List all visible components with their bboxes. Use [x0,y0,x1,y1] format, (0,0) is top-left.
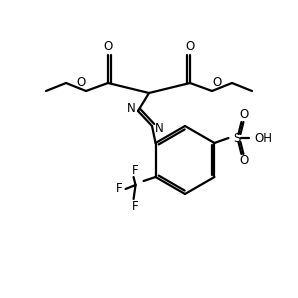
Text: F: F [132,199,139,212]
Text: N: N [127,103,135,116]
Text: O: O [212,77,222,89]
Text: S: S [233,131,240,145]
Text: O: O [103,40,113,52]
Text: N: N [155,122,163,134]
Text: OH: OH [254,131,272,145]
Text: O: O [185,40,195,52]
Text: F: F [132,164,139,176]
Text: O: O [240,108,249,122]
Text: F: F [116,182,123,195]
Text: O: O [76,77,86,89]
Text: O: O [240,154,249,167]
